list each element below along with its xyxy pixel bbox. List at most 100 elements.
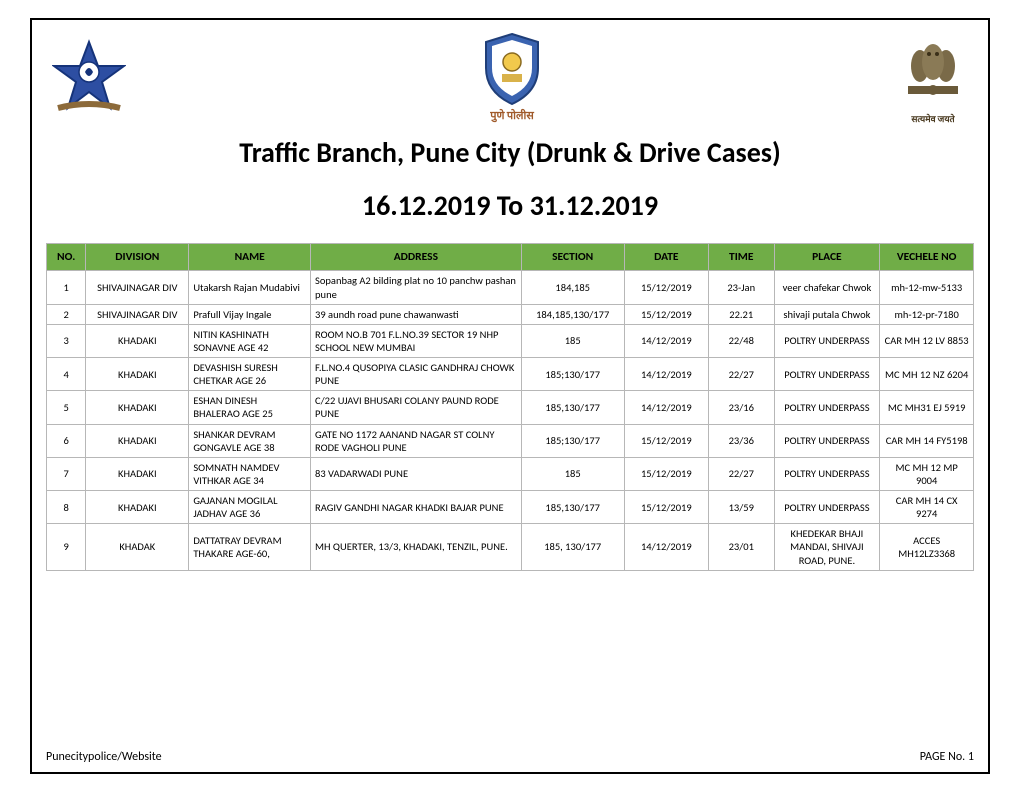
cell-address: ROOM NO.B 701 F.L.NO.39 SECTOR 19 NHP SC… <box>311 324 522 357</box>
table-row: 6KHADAKISHANKAR DEVRAM GONGAVLE AGE 38GA… <box>47 424 974 457</box>
col-header-no: NO. <box>47 244 86 271</box>
cell-date: 14/12/2019 <box>624 391 708 424</box>
cell-place: POLTRY UNDERPASS <box>774 457 880 490</box>
cell-name: GAJANAN MOGILAL JADHAV AGE 36 <box>189 491 311 524</box>
cell-division: KHADAKI <box>86 491 189 524</box>
cell-section: 185,130/177 <box>521 391 624 424</box>
cell-vehicle: CAR MH 12 LV 8853 <box>880 324 974 357</box>
page-footer: Punecitypolice/Website PAGE No. 1 <box>46 744 974 764</box>
cell-vehicle: CAR MH 14 CX 9274 <box>880 491 974 524</box>
col-header-section: SECTION <box>521 244 624 271</box>
emblem-icon <box>898 30 968 110</box>
cell-no: 5 <box>47 391 86 424</box>
cell-section: 184,185,130/177 <box>521 304 624 324</box>
cell-date: 15/12/2019 <box>624 457 708 490</box>
cell-address: 39 aundh road pune chawanwasti <box>311 304 522 324</box>
cell-no: 7 <box>47 457 86 490</box>
cell-section: 185;130/177 <box>521 424 624 457</box>
footer-left: Punecitypolice/Website <box>46 750 162 764</box>
shield-icon <box>482 32 542 106</box>
cell-place: POLTRY UNDERPASS <box>774 424 880 457</box>
footer-right: PAGE No. 1 <box>920 750 974 764</box>
cell-no: 9 <box>47 524 86 570</box>
logo-row: पुणे पोलीस सत्यमेव जयते <box>46 30 974 129</box>
cell-section: 185;130/177 <box>521 358 624 391</box>
cell-date: 15/12/2019 <box>624 424 708 457</box>
cases-table-wrap: NO. DIVISION NAME ADDRESS SECTION DATE T… <box>46 243 974 571</box>
col-header-vehicle: VECHELE NO <box>880 244 974 271</box>
cell-division: KHADAKI <box>86 324 189 357</box>
cell-place: shivaji putala Chwok <box>774 304 880 324</box>
cell-division: SHIVAJINAGAR DIV <box>86 271 189 304</box>
cell-vehicle: mh-12-mw-5133 <box>880 271 974 304</box>
cell-division: KHADAK <box>86 524 189 570</box>
table-row: 8KHADAKIGAJANAN MOGILAL JADHAV AGE 36RAG… <box>47 491 974 524</box>
table-row: 7KHADAKISOMNATH NAMDEV VITHKAR AGE 3483 … <box>47 457 974 490</box>
col-header-place: PLACE <box>774 244 880 271</box>
cell-no: 6 <box>47 424 86 457</box>
title-block: Traffic Branch, Pune City (Drunk & Drive… <box>46 135 974 223</box>
cell-time: 22.21 <box>708 304 774 324</box>
page-frame: पुणे पोलीस सत्यमेव जयते Traffic Branch, … <box>30 18 990 774</box>
cell-time: 23/01 <box>708 524 774 570</box>
cell-vehicle: mh-12-pr-7180 <box>880 304 974 324</box>
cell-name: SOMNATH NAMDEV VITHKAR AGE 34 <box>189 457 311 490</box>
cell-no: 2 <box>47 304 86 324</box>
india-emblem-logo: सत्यमेव जयते <box>898 30 968 125</box>
cell-address: GATE NO 1172 AANAND NAGAR ST COLNY RODE … <box>311 424 522 457</box>
page: पुणे पोलीस सत्यमेव जयते Traffic Branch, … <box>0 0 1020 788</box>
cell-name: Prafull Vijay Ingale <box>189 304 311 324</box>
star-badge-icon <box>52 38 126 118</box>
cell-section: 185 <box>521 324 624 357</box>
cell-address: MH QUERTER, 13/3, KHADAKI, TENZIL, PUNE. <box>311 524 522 570</box>
cell-no: 4 <box>47 358 86 391</box>
col-header-time: TIME <box>708 244 774 271</box>
cell-place: POLTRY UNDERPASS <box>774 491 880 524</box>
cell-place: POLTRY UNDERPASS <box>774 391 880 424</box>
cell-vehicle: ACCES MH12LZ3368 <box>880 524 974 570</box>
cell-name: DATTATRAY DEVRAM THAKARE AGE-60, <box>189 524 311 570</box>
cell-division: KHADAKI <box>86 457 189 490</box>
cell-vehicle: MC MH 12 MP 9004 <box>880 457 974 490</box>
col-header-division: DIVISION <box>86 244 189 271</box>
cell-division: SHIVAJINAGAR DIV <box>86 304 189 324</box>
table-row: 9KHADAKDATTATRAY DEVRAM THAKARE AGE-60,M… <box>47 524 974 570</box>
col-header-name: NAME <box>189 244 311 271</box>
table-body: 1SHIVAJINAGAR DIVUtakarsh Rajan Mudabivi… <box>47 271 974 570</box>
cell-time: 22/27 <box>708 457 774 490</box>
cell-vehicle: MC MH31 EJ 5919 <box>880 391 974 424</box>
pune-police-caption: पुणे पोलीस <box>490 108 534 123</box>
cell-name: DEVASHISH SURESH CHETKAR AGE 26 <box>189 358 311 391</box>
cell-date: 14/12/2019 <box>624 324 708 357</box>
cell-time: 23/16 <box>708 391 774 424</box>
col-header-address: ADDRESS <box>311 244 522 271</box>
table-row: 2SHIVAJINAGAR DIVPrafull Vijay Ingale39 … <box>47 304 974 324</box>
table-row: 4KHADAKIDEVASHISH SURESH CHETKAR AGE 26F… <box>47 358 974 391</box>
cell-time: 22/48 <box>708 324 774 357</box>
table-row: 3KHADAKINITIN KASHINATH SONAVNE AGE 42RO… <box>47 324 974 357</box>
cell-name: ESHAN DINESH BHALERAO AGE 25 <box>189 391 311 424</box>
cell-name: Utakarsh Rajan Mudabivi <box>189 271 311 304</box>
maharashtra-police-logo <box>52 38 126 118</box>
cell-name: SHANKAR DEVRAM GONGAVLE AGE 38 <box>189 424 311 457</box>
cell-place: KHEDEKAR BHAJI MANDAI, SHIVAJI ROAD, PUN… <box>774 524 880 570</box>
cell-date: 15/12/2019 <box>624 491 708 524</box>
cell-time: 23-Jan <box>708 271 774 304</box>
pune-police-logo: पुणे पोलीस <box>482 32 542 123</box>
cell-section: 185,130/177 <box>521 491 624 524</box>
page-date-range: 16.12.2019 To 31.12.2019 <box>46 188 974 223</box>
cell-date: 15/12/2019 <box>624 304 708 324</box>
table-row: 1SHIVAJINAGAR DIVUtakarsh Rajan Mudabivi… <box>47 271 974 304</box>
emblem-caption: सत्यमेव जयते <box>911 112 954 125</box>
cell-address: Sopanbag A2 bilding plat no 10 panchw pa… <box>311 271 522 304</box>
cell-no: 8 <box>47 491 86 524</box>
cell-place: POLTRY UNDERPASS <box>774 324 880 357</box>
cell-time: 23/36 <box>708 424 774 457</box>
cell-division: KHADAKI <box>86 391 189 424</box>
cell-division: KHADAKI <box>86 358 189 391</box>
cell-section: 184,185 <box>521 271 624 304</box>
cell-section: 185 <box>521 457 624 490</box>
cell-date: 15/12/2019 <box>624 271 708 304</box>
table-row: 5KHADAKIESHAN DINESH BHALERAO AGE 25C/22… <box>47 391 974 424</box>
cell-date: 14/12/2019 <box>624 524 708 570</box>
